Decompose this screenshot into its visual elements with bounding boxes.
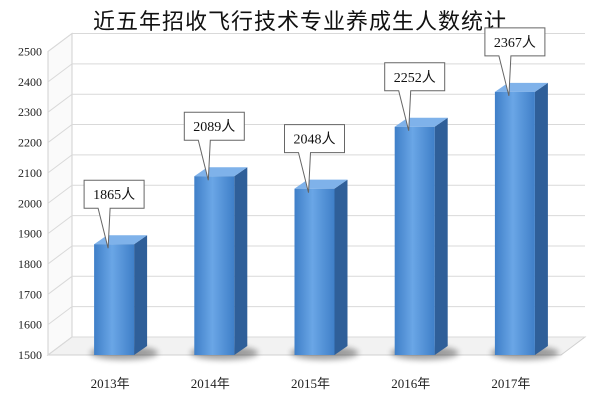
bar [294,188,335,355]
chart-title: 近五年招收飞行技术专业养成生人数统计 [92,10,507,35]
bar-side [134,235,148,355]
y-tick-label: 2200 [18,136,42,150]
data-label-text: 1865人 [93,187,135,203]
bar-side [334,179,348,355]
data-label-text: 2089人 [193,119,235,135]
data-label: 2089人 [183,111,245,181]
y-tick-label: 1900 [18,227,42,241]
bar [394,126,435,355]
bar-side [434,117,448,355]
x-tick-label: 2016年 [391,376,430,391]
bar [94,244,135,355]
x-tick-label: 2015年 [291,376,330,391]
bar [494,91,535,355]
bars [90,82,559,360]
bar-side [234,167,248,355]
x-tick-label: 2013年 [91,376,130,391]
data-label-text: 2367人 [494,35,536,51]
data-label-text: 2252人 [394,70,436,86]
data-label: 1865人 [83,179,145,249]
x-axis-labels: 2013年 2014年 2015年 2016年 2017年 [91,376,531,391]
y-tick-label: 2500 [18,45,42,59]
gridline [47,93,585,113]
bar-side [534,82,548,355]
y-tick-label: 1600 [18,318,42,332]
bar [194,176,235,355]
data-label: 2367人 [484,27,546,96]
y-tick-label: 2000 [18,196,42,210]
y-tick-label: 2100 [18,166,42,180]
x-tick-label: 2014年 [191,376,230,391]
y-axis: 1500 1600 1700 1800 1900 2000 2100 2200 2300 2400… [18,45,42,363]
gridline [47,33,585,52]
y-tick-label: 1500 [18,348,42,362]
data-label: 2252人 [384,62,446,131]
y-tick-label: 2400 [18,75,42,89]
y-tick-label: 1700 [18,287,42,301]
data-labels: 1865人 2089人 2048人 2252人 2367人 [83,27,546,249]
x-tick-label: 2017年 [491,376,530,391]
y-tick-label: 1800 [18,257,42,271]
data-label: 2048人 [284,124,345,193]
data-label-text: 2048人 [294,132,336,148]
y-tick-label: 2300 [18,105,42,119]
